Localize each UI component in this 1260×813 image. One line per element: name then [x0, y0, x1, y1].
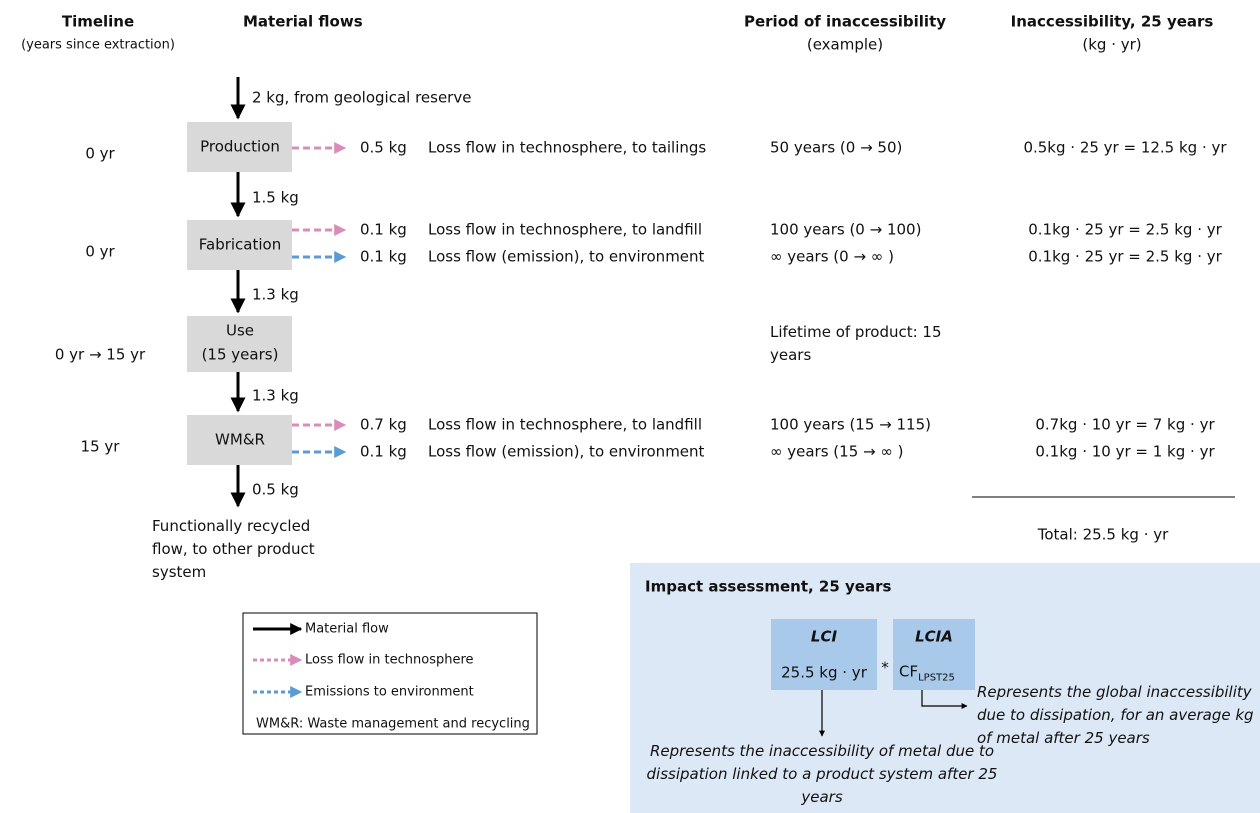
- loss-amount: 0.7 kg: [360, 415, 407, 434]
- legend-label: Material flow: [305, 621, 389, 637]
- flow-label: 1.3 kg: [252, 386, 299, 404]
- period-label: ∞ years (0 → ∞ ): [770, 247, 894, 266]
- period-label: Lifetime of product: 15 years: [770, 323, 942, 364]
- cf-subscript: LPST25: [918, 672, 955, 684]
- loss-description: Loss flow in technosphere, to landfill: [428, 415, 702, 434]
- lci-title: LCI: [810, 627, 838, 646]
- flow-label: 0.5 kg: [252, 480, 299, 498]
- loss-amount: 0.1 kg: [360, 220, 407, 239]
- inaccessibility-label: 0.1kg · 25 yr = 2.5 kg · yr: [1028, 247, 1222, 266]
- header-note: (example): [806, 35, 884, 54]
- period-label: 50 years (0 → 50): [770, 138, 903, 157]
- lci-note: Represents the inaccessibility of metal …: [646, 742, 998, 806]
- stage-label: Fabrication: [198, 235, 282, 254]
- legend-label: Loss flow in technosphere: [305, 652, 474, 668]
- loss-description: Loss flow (emission), to environment: [428, 442, 705, 461]
- output-flow: Functionally recycled flow, to other pro…: [152, 517, 315, 581]
- period-label: ∞ years (15 → ∞ ): [770, 442, 904, 461]
- inaccessibility-label: 0.7kg · 10 yr = 7 kg · yr: [1035, 415, 1215, 434]
- timeline-label: 15 yr: [80, 437, 120, 456]
- inaccessibility-label: 0.1kg · 25 yr = 2.5 kg · yr: [1028, 220, 1222, 239]
- timeline-label: 0 yr → 15 yr: [54, 345, 146, 364]
- lcia-title: LCIA: [915, 627, 953, 646]
- stage-label: Use: [225, 321, 255, 340]
- total: Total: 25.5 kg · yr: [1037, 525, 1169, 544]
- header: Timeline: [61, 12, 135, 31]
- flow-label: 1.3 kg: [252, 285, 299, 304]
- stage-box: [187, 122, 292, 172]
- header: Period of inaccessibility: [743, 12, 947, 31]
- legend-note: WM&R: Waste management and recycling: [256, 716, 530, 732]
- stage-label: Production: [200, 137, 280, 156]
- header: Material flows: [243, 12, 363, 31]
- timeline-label: 0 yr: [85, 144, 115, 163]
- lci-value: 25.5 kg · yr: [781, 663, 867, 682]
- legend-label: Emissions to environment: [305, 684, 474, 700]
- lcia-box: [893, 619, 975, 690]
- loss-description: Loss flow in technosphere, to landfill: [428, 220, 702, 239]
- lci-box: [771, 619, 877, 690]
- stage-label: WM&R: [215, 430, 265, 449]
- lcia-arrow: [921, 690, 968, 709]
- inaccessibility-label: 0.5kg · 25 yr = 12.5 kg · yr: [1023, 138, 1227, 157]
- timeline-label: 0 yr: [85, 242, 115, 261]
- inaccessibility-label: 0.1kg · 10 yr = 1 kg · yr: [1035, 442, 1215, 461]
- impact-title: Impact assessment, 25 years: [645, 577, 892, 596]
- loss-amount: 0.5 kg: [360, 138, 407, 157]
- loss-amount: 0.1 kg: [360, 442, 407, 461]
- flow-label: 1.5 kg: [252, 188, 299, 207]
- loss-description: Loss flow (emission), to environment: [428, 247, 705, 266]
- flow-label: 2 kg, from geological reserve: [252, 88, 472, 107]
- header: Inaccessibility, 25 years: [1010, 12, 1214, 31]
- loss-amount: 0.1 kg: [360, 247, 407, 266]
- period-label: 100 years (0 → 100): [770, 220, 922, 239]
- stage-box: [187, 220, 292, 270]
- stage-label: (15 years): [201, 345, 279, 364]
- operator: *: [881, 658, 889, 677]
- cf-label: CFLPST25: [899, 662, 955, 684]
- header-note: (years since extraction): [21, 37, 175, 53]
- stage-box: [187, 316, 292, 372]
- period-label: 100 years (15 → 115): [770, 415, 931, 434]
- header-note: (kg · yr): [1082, 35, 1142, 54]
- stage-box: [187, 415, 292, 465]
- loss-description: Loss flow in technosphere, to tailings: [428, 138, 707, 157]
- lcia-note: Represents the global inaccessibility du…: [977, 683, 1254, 747]
